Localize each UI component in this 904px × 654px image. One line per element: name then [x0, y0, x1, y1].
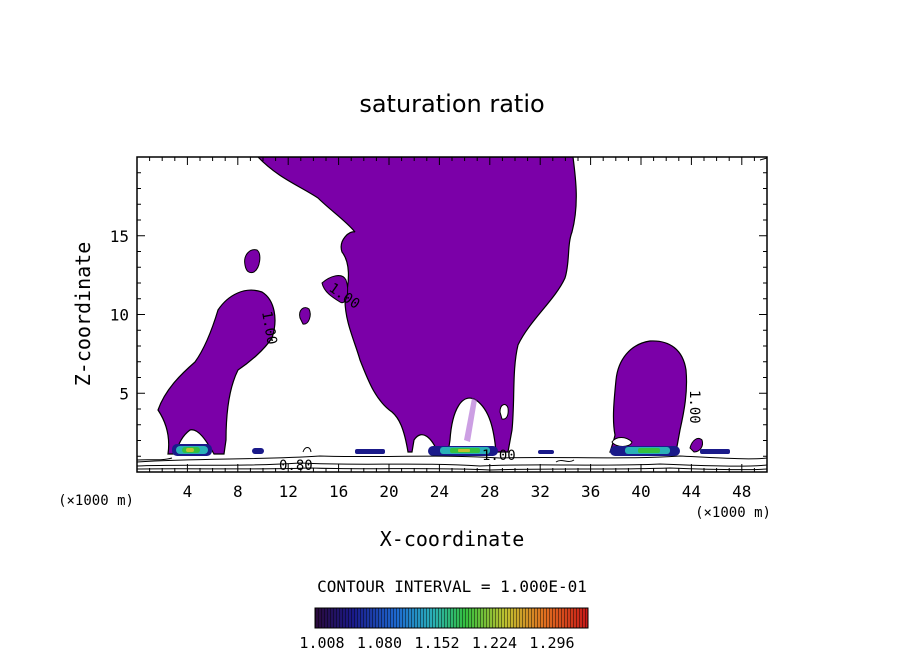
contour-label: 1.00 [258, 310, 280, 346]
small-blob-middle [299, 307, 311, 325]
contour-label: 0.80 [279, 458, 313, 474]
right-plume-region [609, 340, 688, 453]
small-blob-right [689, 437, 703, 453]
x-tick-label: 28 [480, 482, 499, 501]
colorbar-tick-label: 1.224 [472, 634, 517, 652]
contour-fill-layer [137, 157, 767, 471]
small-blob-center-hole [499, 404, 509, 420]
x-tick-label: 40 [631, 482, 650, 501]
x-tick-label: 20 [379, 482, 398, 501]
x-tick-label: 12 [279, 482, 298, 501]
colorbar [314, 607, 589, 629]
central-column-side-blob [321, 275, 349, 304]
colorbar-tick-label: 1.008 [299, 634, 344, 652]
left-plume-region [157, 289, 276, 455]
faint-streak [464, 398, 477, 442]
colorbar-tick-labels: 1.008 1.080 1.152 1.224 1.296 [299, 634, 574, 652]
chart-title: saturation ratio [359, 90, 544, 118]
contour-labels: 1.00 1.00 1.00 1.00 0.80 [258, 280, 702, 474]
axis-ticks [137, 157, 767, 472]
contour-interval-text: CONTOUR INTERVAL = 1.000E-01 [317, 577, 587, 596]
surface-highlights [172, 444, 730, 456]
x-unit-label-left: (×1000 m) [58, 493, 134, 509]
x-tick-label: 4 [183, 482, 193, 501]
x-tick-label: 48 [732, 482, 751, 501]
surface-contours [137, 157, 767, 471]
x-tick-label: 24 [430, 482, 449, 501]
colorbar-tick-label: 1.080 [357, 634, 402, 652]
central-column-region [257, 157, 577, 454]
x-tick-label: 32 [531, 482, 550, 501]
x-axis-label: X-coordinate [380, 527, 525, 551]
contour-label: 1.00 [482, 448, 516, 464]
right-plume-notch [611, 437, 633, 447]
contour-label: 1.00 [686, 390, 702, 424]
y-tick-label: 15 [110, 227, 129, 246]
y-axis-label: Z-coordinate [71, 242, 95, 387]
x-tick-label: 16 [329, 482, 348, 501]
x-tick-label: 8 [233, 482, 243, 501]
small-blob-left [244, 249, 261, 274]
y-tick-label: 10 [110, 306, 129, 325]
x-tick-label: 44 [682, 482, 701, 501]
colorbar-tick-label: 1.296 [529, 634, 574, 652]
x-unit-label-right: (×1000 m) [695, 505, 771, 521]
x-tick-label: 36 [581, 482, 600, 501]
colorbar-tick-label: 1.152 [414, 634, 459, 652]
y-tick-label: 5 [119, 384, 129, 403]
